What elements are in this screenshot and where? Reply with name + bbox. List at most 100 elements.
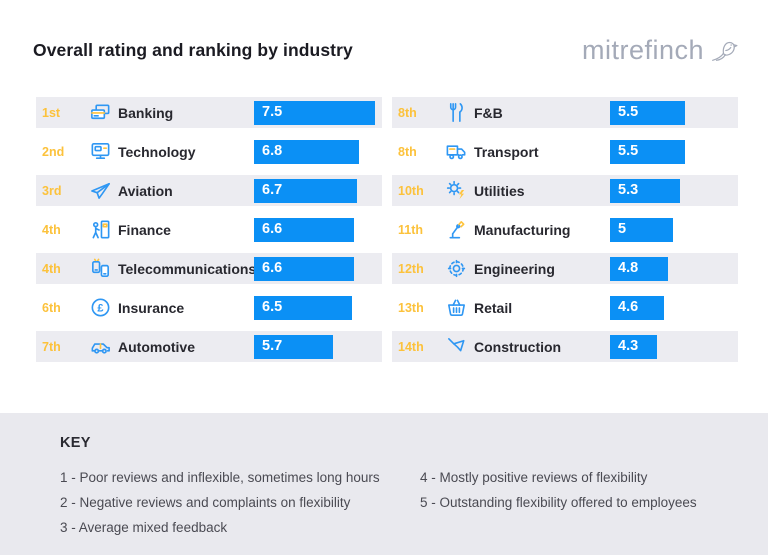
industry-row: 12th Engineering 4.8 xyxy=(392,253,738,284)
rank-label: 14th xyxy=(398,339,424,354)
rating-value: 7.5 xyxy=(262,104,283,121)
key-item: 2 - Negative reviews and complaints on f… xyxy=(60,495,351,510)
industry-row: 8th F&B 5.5 xyxy=(392,97,738,128)
rating-bar: 5.5 xyxy=(610,139,685,164)
header: Overall rating and ranking by industry m… xyxy=(33,28,738,72)
industry-row: 2nd Technology 6.8 xyxy=(36,136,382,167)
rating-value: 6.6 xyxy=(262,260,283,277)
rank-label: 8th xyxy=(398,144,417,159)
industry-label: Transport xyxy=(474,143,539,160)
rating-bar: 6.5 xyxy=(254,295,352,320)
industry-row: 8th Transport 5.5 xyxy=(392,136,738,167)
rating-bar-track: 4.8 xyxy=(610,256,732,281)
rating-bar: 6.8 xyxy=(254,139,359,164)
truck-icon xyxy=(442,140,470,164)
industry-label: Automotive xyxy=(118,338,195,355)
rank-label: 1st xyxy=(42,105,61,120)
rating-bar: 5.7 xyxy=(254,334,333,359)
key-column-left: 1 - Poor reviews and inflexible, sometim… xyxy=(60,465,420,540)
industry-row: 10th Utilities 5.3 xyxy=(392,175,738,206)
industry-label: Finance xyxy=(118,221,171,238)
key-item: 5 - Outstanding flexibility offered to e… xyxy=(420,495,697,510)
gear-icon xyxy=(442,257,470,281)
ranking-column-right: 8th F&B 5.5 8th Transport 5.5 10th Utilities 5.3… xyxy=(392,97,738,370)
rating-bar: 6.7 xyxy=(254,178,357,203)
rank-label: 7th xyxy=(42,339,61,354)
car-icon xyxy=(86,335,114,359)
rating-bar-track: 5 xyxy=(610,217,732,242)
logo-text: mitrefinch xyxy=(581,34,704,65)
industry-row: 14th Construction 4.3 xyxy=(392,331,738,362)
mobile-phones-icon xyxy=(86,257,114,281)
rank-label: 4th xyxy=(42,222,61,237)
robot-arm-icon xyxy=(442,218,470,242)
industry-row: 7th Automotive 5.7 xyxy=(36,331,382,362)
rating-bar: 5 xyxy=(610,217,673,242)
industry-label: Engineering xyxy=(474,260,555,277)
rating-bar-track: 5.5 xyxy=(610,139,732,164)
rating-bar-track: 6.5 xyxy=(254,295,376,320)
page-title: Overall rating and ranking by industry xyxy=(33,39,353,60)
ranking-column-left: 1st Banking 7.5 2nd Technology 6.8 3rd Aviation… xyxy=(36,97,382,370)
industry-row: 1st Banking 7.5 xyxy=(36,97,382,128)
rating-bar: 4.8 xyxy=(610,256,668,281)
rating-bar: 6.6 xyxy=(254,256,354,281)
rating-bar: 4.3 xyxy=(610,334,657,359)
rating-bar: 5.5 xyxy=(610,100,685,125)
industry-label: Manufacturing xyxy=(474,221,571,238)
rating-value: 5.5 xyxy=(618,143,639,160)
rating-value: 6.5 xyxy=(262,299,283,316)
rating-value: 5.3 xyxy=(618,182,639,199)
rating-value: 5.5 xyxy=(618,104,639,121)
industry-row: 6th £ Insurance 6.5 xyxy=(36,292,382,323)
industry-row: 3rd Aviation 6.7 xyxy=(36,175,382,206)
rank-label: 13th xyxy=(398,300,424,315)
key-columns: 1 - Poor reviews and inflexible, sometim… xyxy=(60,465,768,540)
rating-bar: 5.3 xyxy=(610,178,680,203)
rating-bar: 6.6 xyxy=(254,217,354,242)
key-panel: KEY 1 - Poor reviews and inflexible, som… xyxy=(0,413,768,555)
rank-label: 2nd xyxy=(42,144,65,159)
computer-monitor-icon xyxy=(86,140,114,164)
rank-label: 12th xyxy=(398,261,424,276)
industry-label: F&B xyxy=(474,104,503,121)
key-column-right: 4 - Mostly positive reviews of flexibili… xyxy=(420,465,697,540)
rank-label: 11th xyxy=(398,222,424,237)
key-heading: KEY xyxy=(60,435,91,451)
ranking-tables: 1st Banking 7.5 2nd Technology 6.8 3rd Aviation… xyxy=(36,97,738,370)
rating-bar-track: 6.6 xyxy=(254,217,376,242)
key-item: 4 - Mostly positive reviews of flexibili… xyxy=(420,470,648,485)
rating-bar-track: 6.7 xyxy=(254,178,376,203)
industry-row: 4th Finance 6.6 xyxy=(36,214,382,245)
rating-value: 6.6 xyxy=(262,221,283,238)
svg-text:£: £ xyxy=(97,302,104,314)
rank-label: 8th xyxy=(398,105,417,120)
pound-circle-icon: £ xyxy=(86,296,114,320)
rating-bar-track: 6.6 xyxy=(254,256,376,281)
rank-label: 4th xyxy=(42,261,61,276)
rating-value: 5.7 xyxy=(262,338,283,355)
rating-value: 4.3 xyxy=(618,338,639,355)
industry-label: Banking xyxy=(118,104,174,121)
key-item: 1 - Poor reviews and inflexible, sometim… xyxy=(60,470,380,485)
industry-row: 13th Retail 4.6 xyxy=(392,292,738,323)
industry-label: Aviation xyxy=(118,182,173,199)
shopping-basket-icon xyxy=(442,296,470,320)
rating-bar-track: 7.5 xyxy=(254,100,376,125)
fork-knife-icon xyxy=(442,101,470,125)
rating-bar-track: 6.8 xyxy=(254,139,376,164)
rating-value: 5 xyxy=(618,221,627,238)
rating-bar-track: 5.3 xyxy=(610,178,732,203)
industry-label: Telecommunications xyxy=(118,260,254,277)
industry-row: 11th Manufacturing 5 xyxy=(392,214,738,245)
industry-label: Retail xyxy=(474,299,513,316)
rating-value: 6.8 xyxy=(262,143,283,160)
finch-bird-icon xyxy=(708,35,738,65)
rating-bar-track: 4.6 xyxy=(610,295,732,320)
rating-bar: 4.6 xyxy=(610,295,664,320)
industry-label: Technology xyxy=(118,143,196,160)
industry-row: 4th Telecommunications 6.6 xyxy=(36,253,382,284)
atm-person-icon xyxy=(86,218,114,242)
mitrefinch-logo: mitrefinch xyxy=(582,35,738,65)
sun-energy-icon xyxy=(442,179,470,203)
